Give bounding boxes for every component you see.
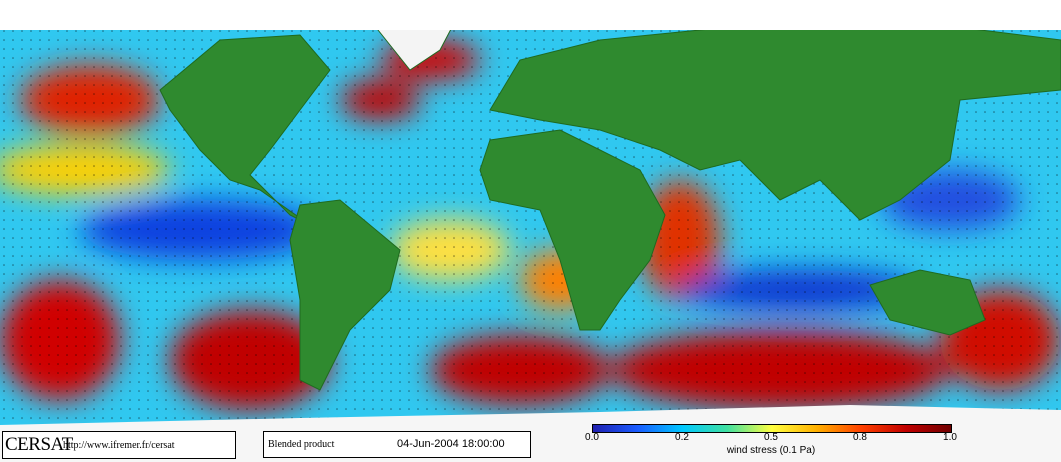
south-america <box>289 199 401 391</box>
colorbar-tick-label: 1.0 <box>943 432 957 443</box>
africa <box>479 129 666 331</box>
logo-name: CERSAT <box>5 434 73 455</box>
colorbar-caption: wind stress (0.1 Pa) <box>726 445 816 456</box>
arctic <box>0 0 1061 30</box>
product-date: 04-Jun-2004 18:00:00 <box>397 438 505 450</box>
north-america <box>159 34 331 226</box>
logo-url: http://www.ifremer.fr/cersat <box>63 440 175 451</box>
product-box: Blended product 04-Jun-2004 18:00:00 <box>263 431 531 458</box>
product-name: Blended product <box>268 439 335 450</box>
colorbar-tick-label: 0.8 <box>853 432 867 443</box>
colorbar-tick-label: 0.2 <box>675 432 689 443</box>
colorbar-tick-label: 0.0 <box>585 432 599 443</box>
colorbar-tick-label: 0.5 <box>764 432 778 443</box>
colorbar <box>592 424 952 433</box>
land <box>159 11 1061 391</box>
logo-box: CERSAT http://www.ifremer.fr/cersat <box>2 431 236 459</box>
australia <box>869 269 986 336</box>
